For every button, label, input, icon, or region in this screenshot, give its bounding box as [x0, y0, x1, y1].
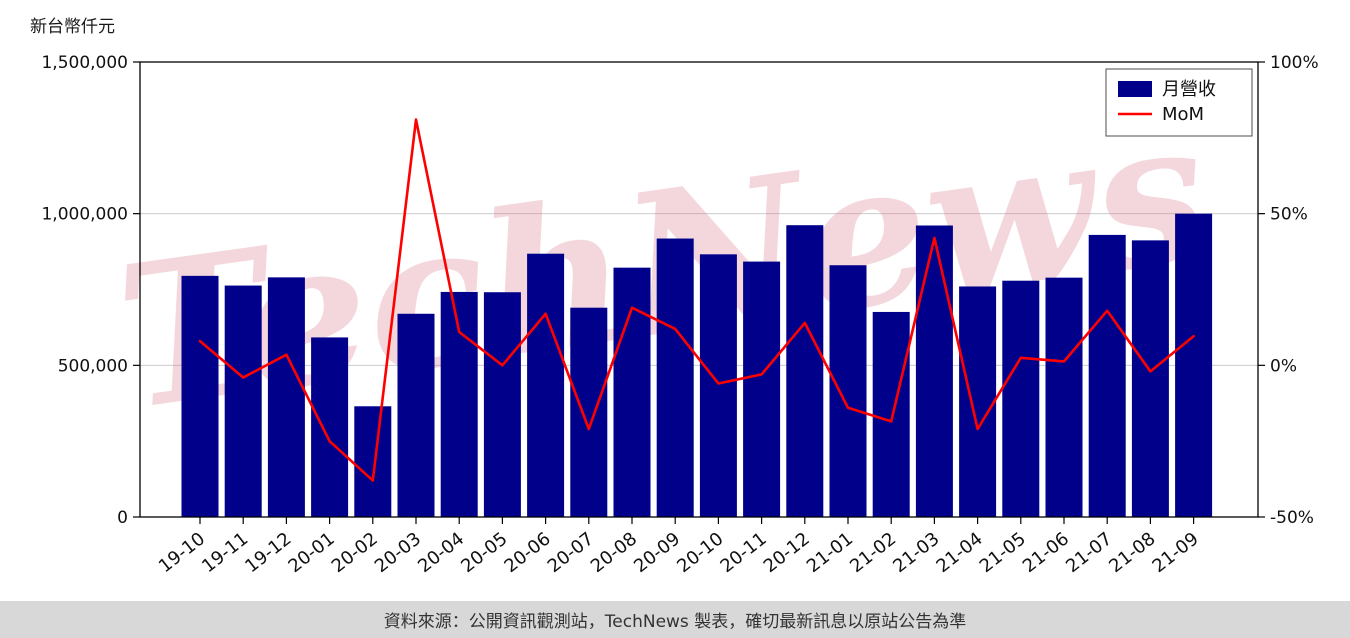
right-tick-label: 50%	[1270, 205, 1308, 225]
x-axis: 19-1019-1119-1220-0120-0220-0320-0420-05…	[155, 517, 1203, 577]
bar-20-11	[743, 261, 781, 517]
bar-20-08	[613, 267, 651, 517]
legend-label-revenue: 月營收	[1162, 79, 1216, 100]
bar-20-10	[699, 254, 737, 517]
bar-20-09	[656, 238, 694, 518]
bar-20-06	[527, 253, 565, 517]
revenue-mom-chart: TechNews0500,0001,000,0001,500,000-50%0%…	[41, 53, 1319, 577]
legend-box	[1105, 68, 1253, 137]
x-tick-label: 20-05	[457, 528, 511, 577]
bar-20-02	[354, 406, 392, 517]
bar-20-05	[483, 292, 521, 517]
x-tick-label: 21-07	[1062, 528, 1116, 577]
x-tick-label: 20-03	[371, 528, 425, 577]
bar-19-12	[267, 277, 305, 517]
x-tick-label: 21-09	[1149, 528, 1203, 577]
bar-20-03	[397, 313, 435, 517]
x-tick-label: 21-06	[1019, 528, 1073, 577]
mom-line	[198, 118, 1195, 482]
x-tick-label: 21-02	[846, 528, 900, 577]
x-tick-label: 19-11	[198, 528, 252, 577]
bar-21-01	[829, 265, 867, 517]
x-tick-label: 20-09	[630, 528, 684, 577]
x-tick-label: 21-04	[933, 528, 987, 577]
bar-21-05	[1002, 280, 1040, 517]
x-tick-label: 20-08	[587, 528, 641, 577]
x-tick-label: 21-08	[1105, 528, 1159, 577]
left-tick-label: 500,000	[58, 356, 128, 376]
left-axis: 0 500,000 1,000,000 1,500,000	[41, 53, 140, 528]
left-tick-label: 0	[117, 508, 128, 528]
bar-21-06	[1045, 277, 1083, 517]
x-tick-label: 19-12	[241, 528, 295, 577]
plot-border	[139, 61, 1259, 518]
right-tick-label: -50%	[1270, 508, 1314, 528]
legend: 月營收 MoM	[1105, 68, 1253, 137]
bar-21-02	[872, 311, 910, 517]
bar-20-12	[786, 225, 824, 517]
bar-19-11	[224, 285, 262, 517]
x-tick-label: 21-03	[889, 528, 943, 577]
bar-20-07	[570, 307, 608, 517]
x-tick-label: 20-06	[501, 528, 555, 577]
right-tick-label: 100%	[1270, 53, 1319, 73]
x-tick-label: 19-10	[155, 528, 209, 577]
x-tick-label: 21-01	[803, 528, 857, 577]
bar-20-01	[311, 337, 349, 517]
bar-21-09	[1175, 213, 1213, 517]
x-tick-label: 20-10	[673, 528, 727, 577]
bar-21-04	[959, 286, 997, 517]
bar-21-07	[1088, 234, 1126, 517]
bar-21-03	[915, 225, 953, 517]
left-tick-label: 1,000,000	[41, 205, 128, 225]
legend-label-mom: MoM	[1162, 104, 1204, 125]
right-tick-label: 0%	[1270, 356, 1297, 376]
right-axis: -50% 0% 50% 100%	[1258, 53, 1319, 528]
bar-21-08	[1131, 240, 1169, 518]
x-tick-label: 20-04	[414, 528, 468, 577]
footer-note: 資料來源：公開資訊觀測站，TechNews 製表，確切最新訊息以原站公告為準	[0, 601, 1350, 638]
x-tick-label: 20-11	[717, 528, 771, 577]
x-tick-label: 20-01	[285, 528, 339, 577]
x-tick-label: 21-05	[976, 528, 1030, 577]
left-axis-unit-label: 新台幣仟元	[30, 17, 115, 37]
x-tick-label: 20-02	[328, 528, 382, 577]
bar-19-10	[181, 275, 219, 517]
x-tick-label: 20-12	[760, 528, 814, 577]
legend-bar-swatch	[1118, 81, 1152, 97]
x-tick-label: 20-07	[544, 528, 598, 577]
left-tick-label: 1,500,000	[41, 53, 128, 73]
